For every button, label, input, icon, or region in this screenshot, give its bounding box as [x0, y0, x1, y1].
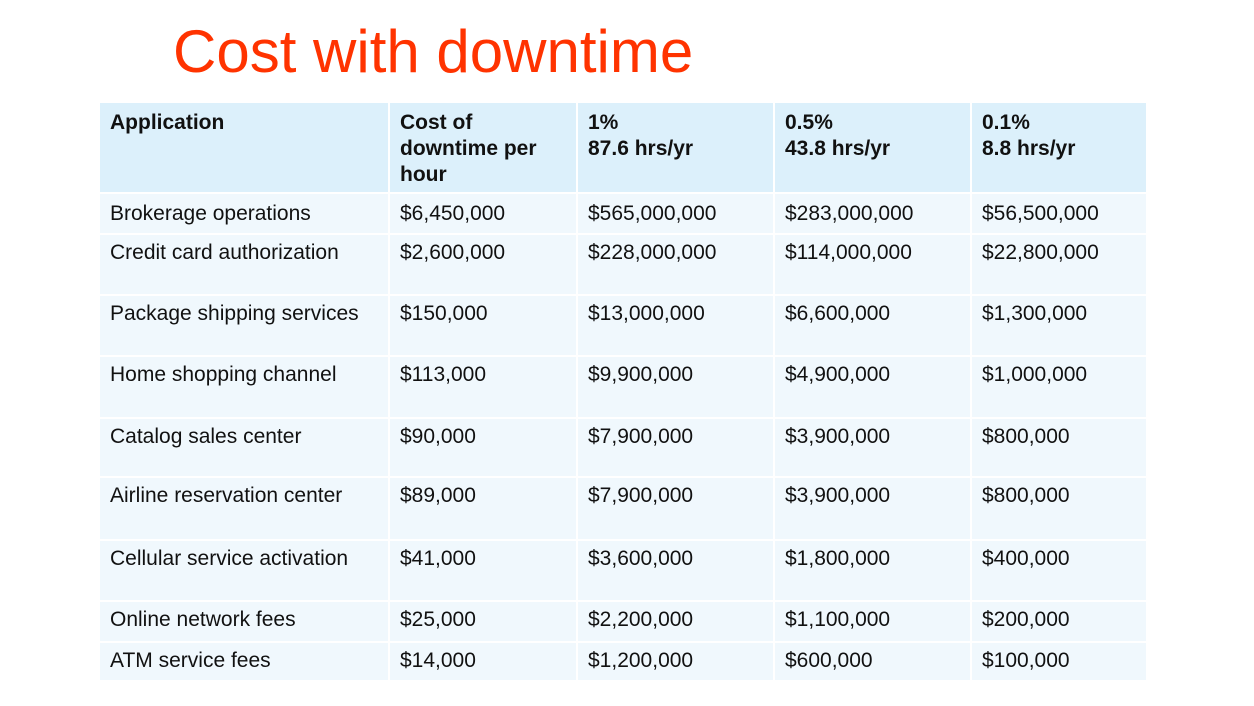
- cost-tenth-percent-cell: $22,800,000: [972, 235, 1146, 296]
- cost-1-percent-cell: $9,900,000: [578, 357, 775, 419]
- cost-per-hour-cell: $89,000: [390, 478, 578, 541]
- cost-half-percent-cell: $3,900,000: [775, 478, 972, 541]
- cost-tenth-percent-cell: $200,000: [972, 602, 1146, 643]
- cost-per-hour-cell: $41,000: [390, 541, 578, 602]
- application-cell: ATM service fees: [100, 643, 390, 680]
- downtime-cost-table: Application Cost of downtime per hour 1% 87.6…: [100, 103, 1146, 680]
- cost-1-percent-cell: $1,200,000: [578, 643, 775, 680]
- table-row: Package shipping services $150,000 $13,000…: [100, 296, 1146, 357]
- cost-1-percent-cell: $3,600,000: [578, 541, 775, 602]
- application-cell: Credit card authorization: [100, 235, 390, 296]
- table-row: Airline reservation center $89,000 $7,900,…: [100, 478, 1146, 541]
- header-1-percent: 1% 87.6 hrs/yr: [578, 103, 775, 194]
- table-body: Brokerage operations $6,450,000 $565,000,0…: [100, 194, 1146, 680]
- slide-title: Cost with downtime: [173, 18, 694, 85]
- downtime-cost-table-container: Application Cost of downtime per hour 1% 87.6…: [100, 103, 1146, 680]
- cost-per-hour-cell: $6,450,000: [390, 194, 578, 235]
- application-cell: Home shopping channel: [100, 357, 390, 419]
- table-header: Application Cost of downtime per hour 1% 87.6…: [100, 103, 1146, 194]
- table-row: Home shopping channel $113,000 $9,900,000 $…: [100, 357, 1146, 419]
- header-application: Application: [100, 103, 390, 194]
- cost-tenth-percent-cell: $56,500,000: [972, 194, 1146, 235]
- application-cell: Online network fees: [100, 602, 390, 643]
- cost-tenth-percent-cell: $100,000: [972, 643, 1146, 680]
- table-row: Catalog sales center $90,000 $7,900,000 $3,…: [100, 419, 1146, 478]
- cost-tenth-percent-cell: $800,000: [972, 478, 1146, 541]
- cost-half-percent-cell: $600,000: [775, 643, 972, 680]
- header-line: 43.8 hrs/yr: [785, 137, 891, 160]
- application-cell: Cellular service activation: [100, 541, 390, 602]
- cost-1-percent-cell: $565,000,000: [578, 194, 775, 235]
- header-line: 87.6 hrs/yr: [588, 137, 694, 160]
- header-line: hour: [400, 163, 447, 186]
- table-row: Brokerage operations $6,450,000 $565,000,0…: [100, 194, 1146, 235]
- cost-1-percent-cell: $228,000,000: [578, 235, 775, 296]
- cost-tenth-percent-cell: $1,300,000: [972, 296, 1146, 357]
- header-half-percent: 0.5% 43.8 hrs/yr: [775, 103, 972, 194]
- header-line: 1%: [588, 111, 619, 134]
- cost-half-percent-cell: $283,000,000: [775, 194, 972, 235]
- cost-half-percent-cell: $114,000,000: [775, 235, 972, 296]
- cost-per-hour-cell: $14,000: [390, 643, 578, 680]
- cost-per-hour-cell: $25,000: [390, 602, 578, 643]
- header-line: 0.5%: [785, 111, 833, 134]
- cost-1-percent-cell: $13,000,000: [578, 296, 775, 357]
- cost-tenth-percent-cell: $800,000: [972, 419, 1146, 478]
- application-cell: Catalog sales center: [100, 419, 390, 478]
- cost-half-percent-cell: $1,100,000: [775, 602, 972, 643]
- table-row: Online network fees $25,000 $2,200,000 $1,1…: [100, 602, 1146, 643]
- header-line: 0.1%: [982, 111, 1030, 134]
- cost-half-percent-cell: $3,900,000: [775, 419, 972, 478]
- cost-half-percent-cell: $6,600,000: [775, 296, 972, 357]
- application-cell: Airline reservation center: [100, 478, 390, 541]
- application-cell: Brokerage operations: [100, 194, 390, 235]
- cost-per-hour-cell: $150,000: [390, 296, 578, 357]
- cost-per-hour-cell: $90,000: [390, 419, 578, 478]
- table-row: ATM service fees $14,000 $1,200,000 $600,00…: [100, 643, 1146, 680]
- cost-half-percent-cell: $1,800,000: [775, 541, 972, 602]
- header-cost-per-hour: Cost of downtime per hour: [390, 103, 578, 194]
- cost-half-percent-cell: $4,900,000: [775, 357, 972, 419]
- cost-1-percent-cell: $7,900,000: [578, 419, 775, 478]
- table-row: Cellular service activation $41,000 $3,600…: [100, 541, 1146, 602]
- cost-tenth-percent-cell: $400,000: [972, 541, 1146, 602]
- header-line: Cost of: [400, 111, 473, 134]
- header-row: Application Cost of downtime per hour 1% 87.6…: [100, 103, 1146, 194]
- cost-per-hour-cell: $2,600,000: [390, 235, 578, 296]
- table-row: Credit card authorization $2,600,000 $228,…: [100, 235, 1146, 296]
- header-tenth-percent: 0.1% 8.8 hrs/yr: [972, 103, 1146, 194]
- header-line: downtime per: [400, 137, 537, 160]
- cost-1-percent-cell: $2,200,000: [578, 602, 775, 643]
- cost-1-percent-cell: $7,900,000: [578, 478, 775, 541]
- header-line: 8.8 hrs/yr: [982, 137, 1076, 160]
- cost-tenth-percent-cell: $1,000,000: [972, 357, 1146, 419]
- cost-per-hour-cell: $113,000: [390, 357, 578, 419]
- application-cell: Package shipping services: [100, 296, 390, 357]
- header-line: Application: [110, 111, 225, 134]
